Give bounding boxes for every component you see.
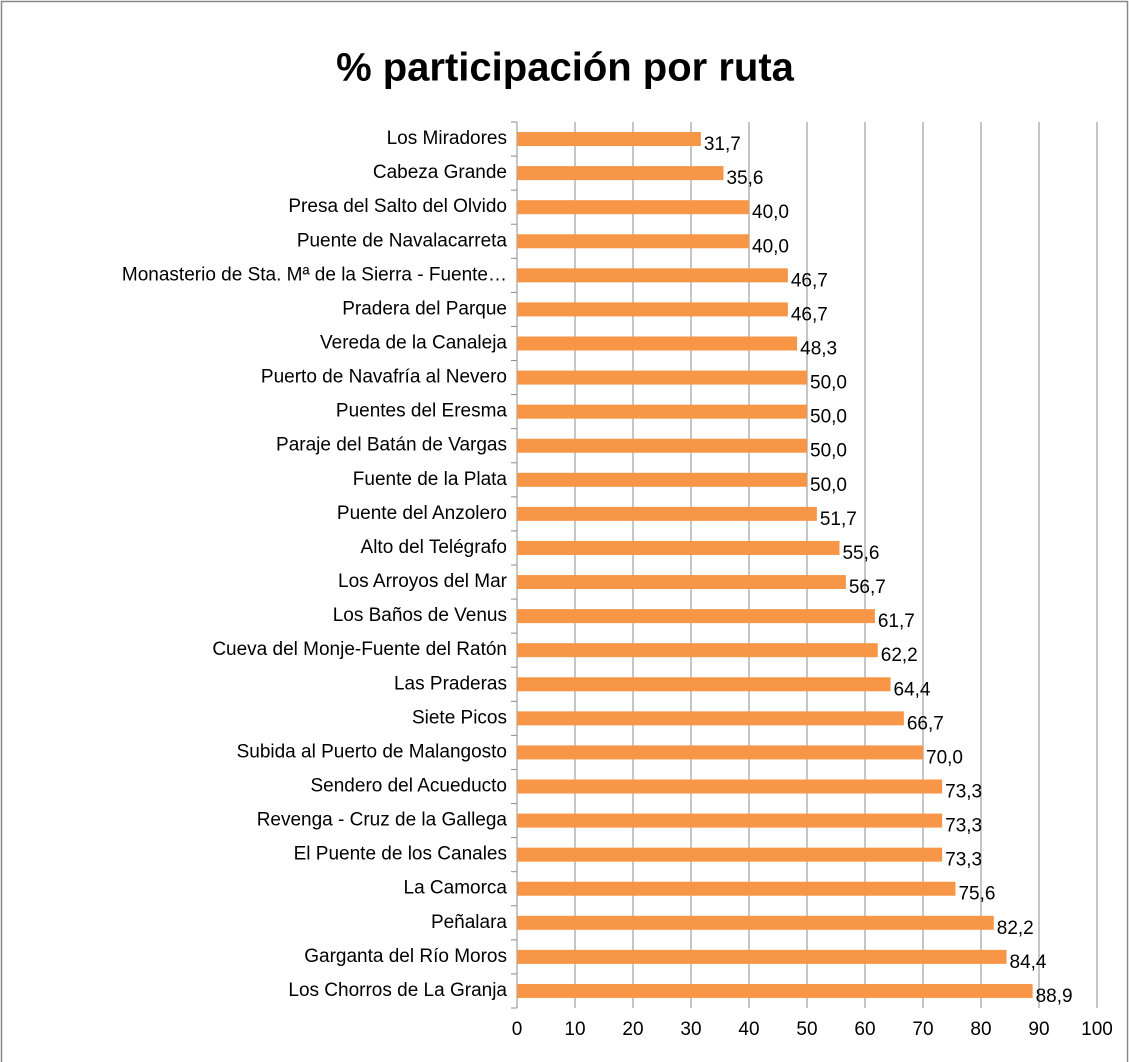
bar	[517, 609, 875, 624]
data-label: 82,2	[997, 918, 1034, 939]
data-label: 50,0	[810, 373, 847, 394]
y-tick-label: Monasterio de Sta. Mª de la Sierra - Fue…	[122, 264, 507, 285]
x-tick-label: 60	[854, 1019, 875, 1040]
y-tick-label: Los Chorros de La Granja	[288, 980, 507, 1001]
bar	[517, 745, 923, 760]
x-tick-label: 10	[564, 1019, 585, 1040]
chart-title: % participación por ruta	[336, 46, 795, 90]
y-tick-label: Vereda de la Canaleja	[320, 333, 507, 354]
data-label: 73,3	[945, 816, 982, 837]
x-tick-label: 0	[512, 1019, 523, 1040]
data-label: 55,6	[842, 543, 879, 564]
y-tick-label: Sendero del Acueducto	[311, 776, 508, 797]
data-label: 31,7	[704, 134, 741, 155]
bar	[517, 847, 943, 862]
data-label: 35,6	[726, 168, 763, 189]
y-tick-label: Revenga - Cruz de la Gallega	[257, 810, 508, 831]
data-label: 40,0	[752, 236, 789, 257]
y-tick-label: Las Praderas	[394, 673, 507, 694]
data-label: 46,7	[791, 270, 828, 291]
data-label: 40,0	[752, 202, 789, 223]
x-tick-label: 90	[1028, 1019, 1049, 1040]
y-tick-label: Subida al Puerto de Malangosto	[237, 741, 507, 762]
data-label: 46,7	[791, 304, 828, 325]
bar	[517, 949, 1007, 964]
x-tick-label: 20	[622, 1019, 643, 1040]
data-label: 75,6	[958, 884, 995, 905]
y-tick-label: Puerto de Navafría al Nevero	[261, 367, 507, 388]
bar	[517, 268, 788, 283]
bar	[517, 438, 807, 453]
x-tick-label: 40	[738, 1019, 759, 1040]
bar	[517, 370, 807, 385]
y-tick-label: El Puente de los Canales	[294, 844, 507, 865]
data-label: 88,9	[1036, 986, 1073, 1007]
y-tick-label: Garganta del Río Moros	[304, 946, 507, 967]
bar	[517, 779, 943, 794]
y-tick-label: Peñalara	[431, 912, 507, 933]
y-tick-label: Puentes del Eresma	[336, 401, 508, 422]
y-tick-label: Los Miradores	[387, 128, 507, 149]
bar	[517, 540, 840, 555]
bar	[517, 915, 994, 930]
bar	[517, 506, 817, 521]
x-tick-label: 50	[796, 1019, 817, 1040]
data-label: 73,3	[945, 850, 982, 871]
y-tick-label: Paraje del Batán de Vargas	[276, 435, 507, 456]
data-label: 84,4	[1010, 952, 1047, 973]
data-label: 66,7	[907, 713, 944, 734]
bar	[517, 336, 798, 351]
data-label: 50,0	[810, 475, 847, 496]
data-label: 70,0	[926, 747, 963, 768]
y-tick-label: Alto del Telégrafo	[361, 537, 507, 558]
bar	[517, 643, 878, 658]
y-tick-label: Fuente de la Plata	[353, 469, 508, 490]
y-tick-label: Cabeza Grande	[373, 162, 507, 183]
x-tick-label: 70	[912, 1019, 933, 1040]
bar	[517, 132, 701, 147]
data-label: 50,0	[810, 441, 847, 462]
bar	[517, 302, 788, 317]
data-label: 56,7	[849, 577, 886, 598]
y-tick-label: Siete Picos	[412, 707, 507, 728]
bar	[517, 234, 749, 249]
bar	[517, 677, 891, 692]
bar	[517, 472, 807, 487]
data-label: 62,2	[881, 645, 918, 666]
bar	[517, 881, 956, 896]
bar	[517, 404, 807, 419]
y-tick-label: Puente de Navalacarreta	[297, 230, 508, 251]
y-tick-label: Presa del Salto del Olvido	[288, 196, 507, 217]
data-label: 51,7	[820, 509, 857, 530]
y-tick-label: Los Baños de Venus	[333, 605, 507, 626]
data-label: 50,0	[810, 407, 847, 428]
y-tick-label: La Camorca	[404, 878, 508, 899]
x-tick-label: 100	[1081, 1019, 1113, 1040]
y-tick-label: Los Arroyos del Mar	[338, 571, 508, 592]
bar	[517, 983, 1033, 998]
data-label: 61,7	[878, 611, 915, 632]
bar	[517, 575, 846, 590]
x-tick-label: 80	[970, 1019, 991, 1040]
y-tick-label: Puente del Anzolero	[337, 503, 507, 524]
bar	[517, 813, 943, 828]
bar	[517, 166, 724, 181]
bar	[517, 711, 904, 726]
x-tick-label: 30	[680, 1019, 701, 1040]
data-label: 48,3	[800, 339, 837, 360]
y-tick-label: Pradera del Parque	[342, 298, 507, 319]
data-label: 64,4	[894, 679, 931, 700]
y-tick-label: Cueva del Monje-Fuente del Ratón	[212, 639, 507, 660]
bar	[517, 200, 749, 215]
data-label: 73,3	[945, 782, 982, 803]
